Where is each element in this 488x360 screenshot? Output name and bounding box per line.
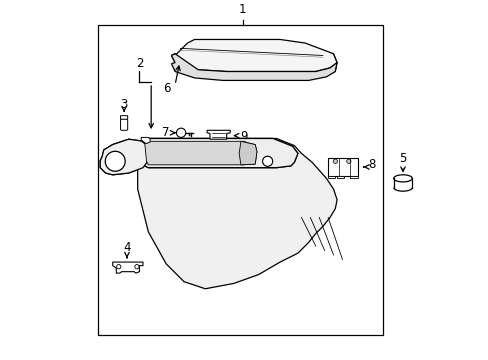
- Text: 2: 2: [135, 57, 143, 70]
- Text: 1: 1: [239, 3, 246, 15]
- Text: 8: 8: [367, 158, 375, 171]
- Polygon shape: [144, 141, 255, 165]
- Text: 3: 3: [120, 98, 127, 111]
- FancyBboxPatch shape: [121, 119, 127, 130]
- Polygon shape: [239, 141, 256, 165]
- Text: 7: 7: [162, 126, 169, 139]
- Polygon shape: [336, 176, 344, 178]
- Polygon shape: [144, 141, 255, 165]
- Circle shape: [105, 151, 125, 171]
- Polygon shape: [138, 139, 297, 168]
- Text: 5: 5: [399, 152, 406, 165]
- Polygon shape: [100, 139, 150, 175]
- Text: 9: 9: [240, 130, 247, 143]
- Circle shape: [346, 159, 350, 163]
- Circle shape: [135, 265, 139, 269]
- Bar: [327, 158, 358, 176]
- Polygon shape: [121, 116, 127, 120]
- Circle shape: [176, 128, 185, 138]
- Circle shape: [262, 156, 272, 166]
- Circle shape: [117, 265, 121, 269]
- Polygon shape: [100, 139, 150, 175]
- Polygon shape: [138, 139, 336, 289]
- Polygon shape: [239, 141, 256, 165]
- Polygon shape: [327, 176, 335, 178]
- Polygon shape: [141, 138, 150, 144]
- Polygon shape: [207, 130, 230, 139]
- Text: 4: 4: [123, 241, 130, 254]
- Circle shape: [332, 159, 337, 163]
- Polygon shape: [113, 262, 142, 273]
- Polygon shape: [171, 54, 336, 80]
- Text: 6: 6: [163, 82, 170, 95]
- Circle shape: [262, 156, 272, 166]
- Polygon shape: [138, 139, 297, 168]
- Circle shape: [105, 151, 125, 171]
- Bar: [98, 25, 383, 335]
- Polygon shape: [349, 176, 358, 178]
- Polygon shape: [171, 40, 336, 72]
